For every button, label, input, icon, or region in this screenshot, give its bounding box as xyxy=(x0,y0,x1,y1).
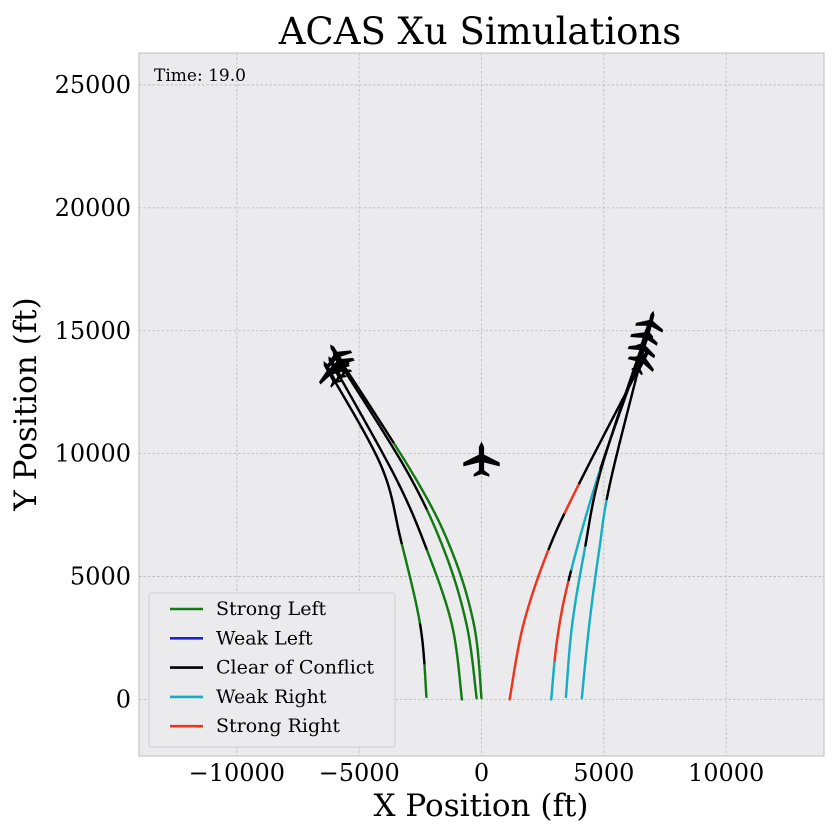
trajectory-line xyxy=(508,359,645,701)
y-axis-label: Y Position (ft) xyxy=(8,297,44,511)
time-annotation: Time: 19.0 xyxy=(154,66,246,86)
y-tick-label: 10000 xyxy=(55,440,131,468)
legend-label: Clear of Conflict xyxy=(216,657,374,679)
legend: Strong Left Weak Left Clear of Conflict Wea… xyxy=(148,592,396,748)
x-tick-label: 10000 xyxy=(688,759,764,787)
intruder-aircraft-icon xyxy=(319,361,345,388)
tick-labels: −10000 −5000 0 5000 10000 0 5000 10000 15000 2000… xyxy=(55,71,765,787)
x-tick-label: −10000 xyxy=(189,759,285,787)
chart-title: ACAS Xu Simulations xyxy=(278,10,682,53)
y-tick-label: 15000 xyxy=(55,317,131,345)
y-tick-label: 25000 xyxy=(55,71,131,99)
trajectories xyxy=(328,322,652,701)
intruder-aircraft-icon xyxy=(627,335,656,364)
x-tick-label: 5000 xyxy=(573,759,634,787)
legend-box xyxy=(148,592,396,748)
x-tick-label: 0 xyxy=(474,759,489,787)
legend-label: Strong Left xyxy=(216,598,327,620)
y-tick-label: 5000 xyxy=(70,563,131,591)
x-axis-label: X Position (ft) xyxy=(374,788,589,824)
aircraft-icons xyxy=(319,310,664,477)
y-tick-label: 20000 xyxy=(55,194,131,222)
legend-label: Strong Right xyxy=(216,715,340,737)
intruder-aircraft-icon xyxy=(630,323,658,351)
trajectory-line xyxy=(333,366,464,701)
legend-label: Weak Left xyxy=(216,627,313,649)
y-tick-label: 0 xyxy=(116,685,131,713)
legend-label: Weak Right xyxy=(216,686,327,708)
trajectory-line xyxy=(338,361,478,700)
intruder-aircraft-icon xyxy=(627,348,655,376)
trajectory-line xyxy=(328,371,428,699)
intruder-aircraft-icon xyxy=(326,344,353,371)
x-tick-label: −5000 xyxy=(319,759,400,787)
intruder-aircraft-icon xyxy=(635,310,664,339)
ownship-aircraft-icon xyxy=(463,441,500,477)
